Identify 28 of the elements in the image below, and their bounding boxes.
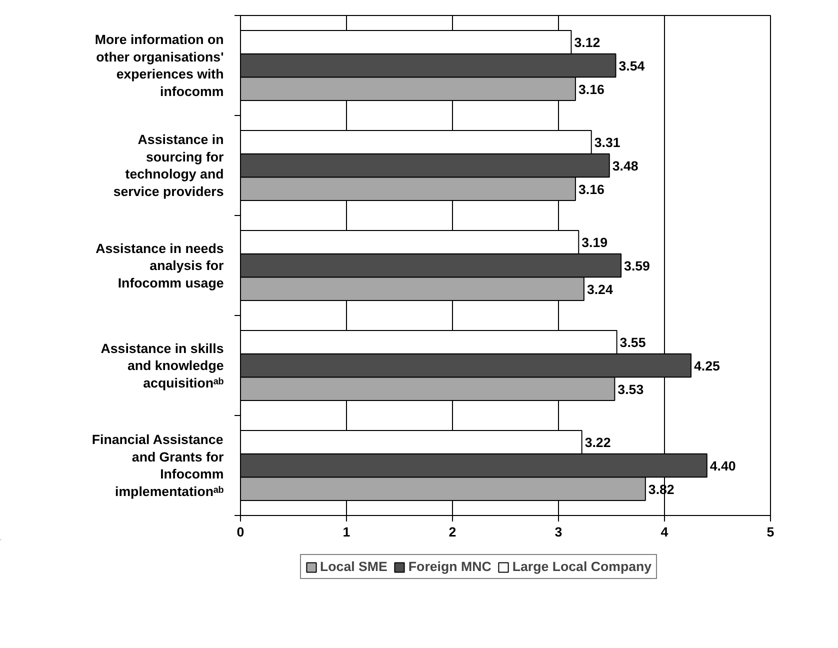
x-tick-label: 0	[236, 524, 244, 540]
legend-label: Foreign MNC	[408, 559, 492, 574]
y-tick-label: More information on other organisations' experiences with infocomm	[94, 32, 224, 99]
data-label: 3.55	[620, 335, 646, 350]
x-tick-label: 5	[766, 524, 775, 540]
data-label: 3.16	[578, 82, 604, 97]
data-label: 3.59	[624, 258, 650, 274]
data-label: 3.54	[618, 58, 646, 74]
y-tick-label: Assistance in sourcing for technology and service providers	[113, 132, 224, 199]
x-tick-label: 1	[342, 524, 351, 540]
legend-label: Large Local Company	[512, 559, 652, 574]
data-label: 4.40	[710, 458, 736, 474]
x-tick-label: 2	[448, 524, 456, 540]
y-tick-label: Financial Assistance and Grants for Infocomm implementationᵃᵇ	[92, 432, 224, 499]
x-tick-label: 4	[660, 524, 669, 540]
legend-label: Local SME	[320, 559, 388, 574]
data-label: 3.31	[594, 135, 621, 150]
y-tick-label: Assistance in skills and knowledge acquisitionᵃᵇ	[100, 340, 224, 390]
x-tick-label: 3	[554, 524, 562, 540]
data-label: 3.48	[612, 158, 638, 174]
data-label: 3.16	[578, 182, 604, 197]
data-label: 3.22	[584, 435, 611, 450]
data-label: 4.25	[694, 358, 721, 374]
data-label: 3.12	[574, 35, 600, 50]
data-label: 3.19	[582, 235, 608, 250]
data-label: 3.53	[618, 382, 644, 397]
data-label: 3.24	[586, 282, 614, 297]
y-tick-label: Assistance in needs analysis for Infocomm usage	[96, 240, 224, 290]
